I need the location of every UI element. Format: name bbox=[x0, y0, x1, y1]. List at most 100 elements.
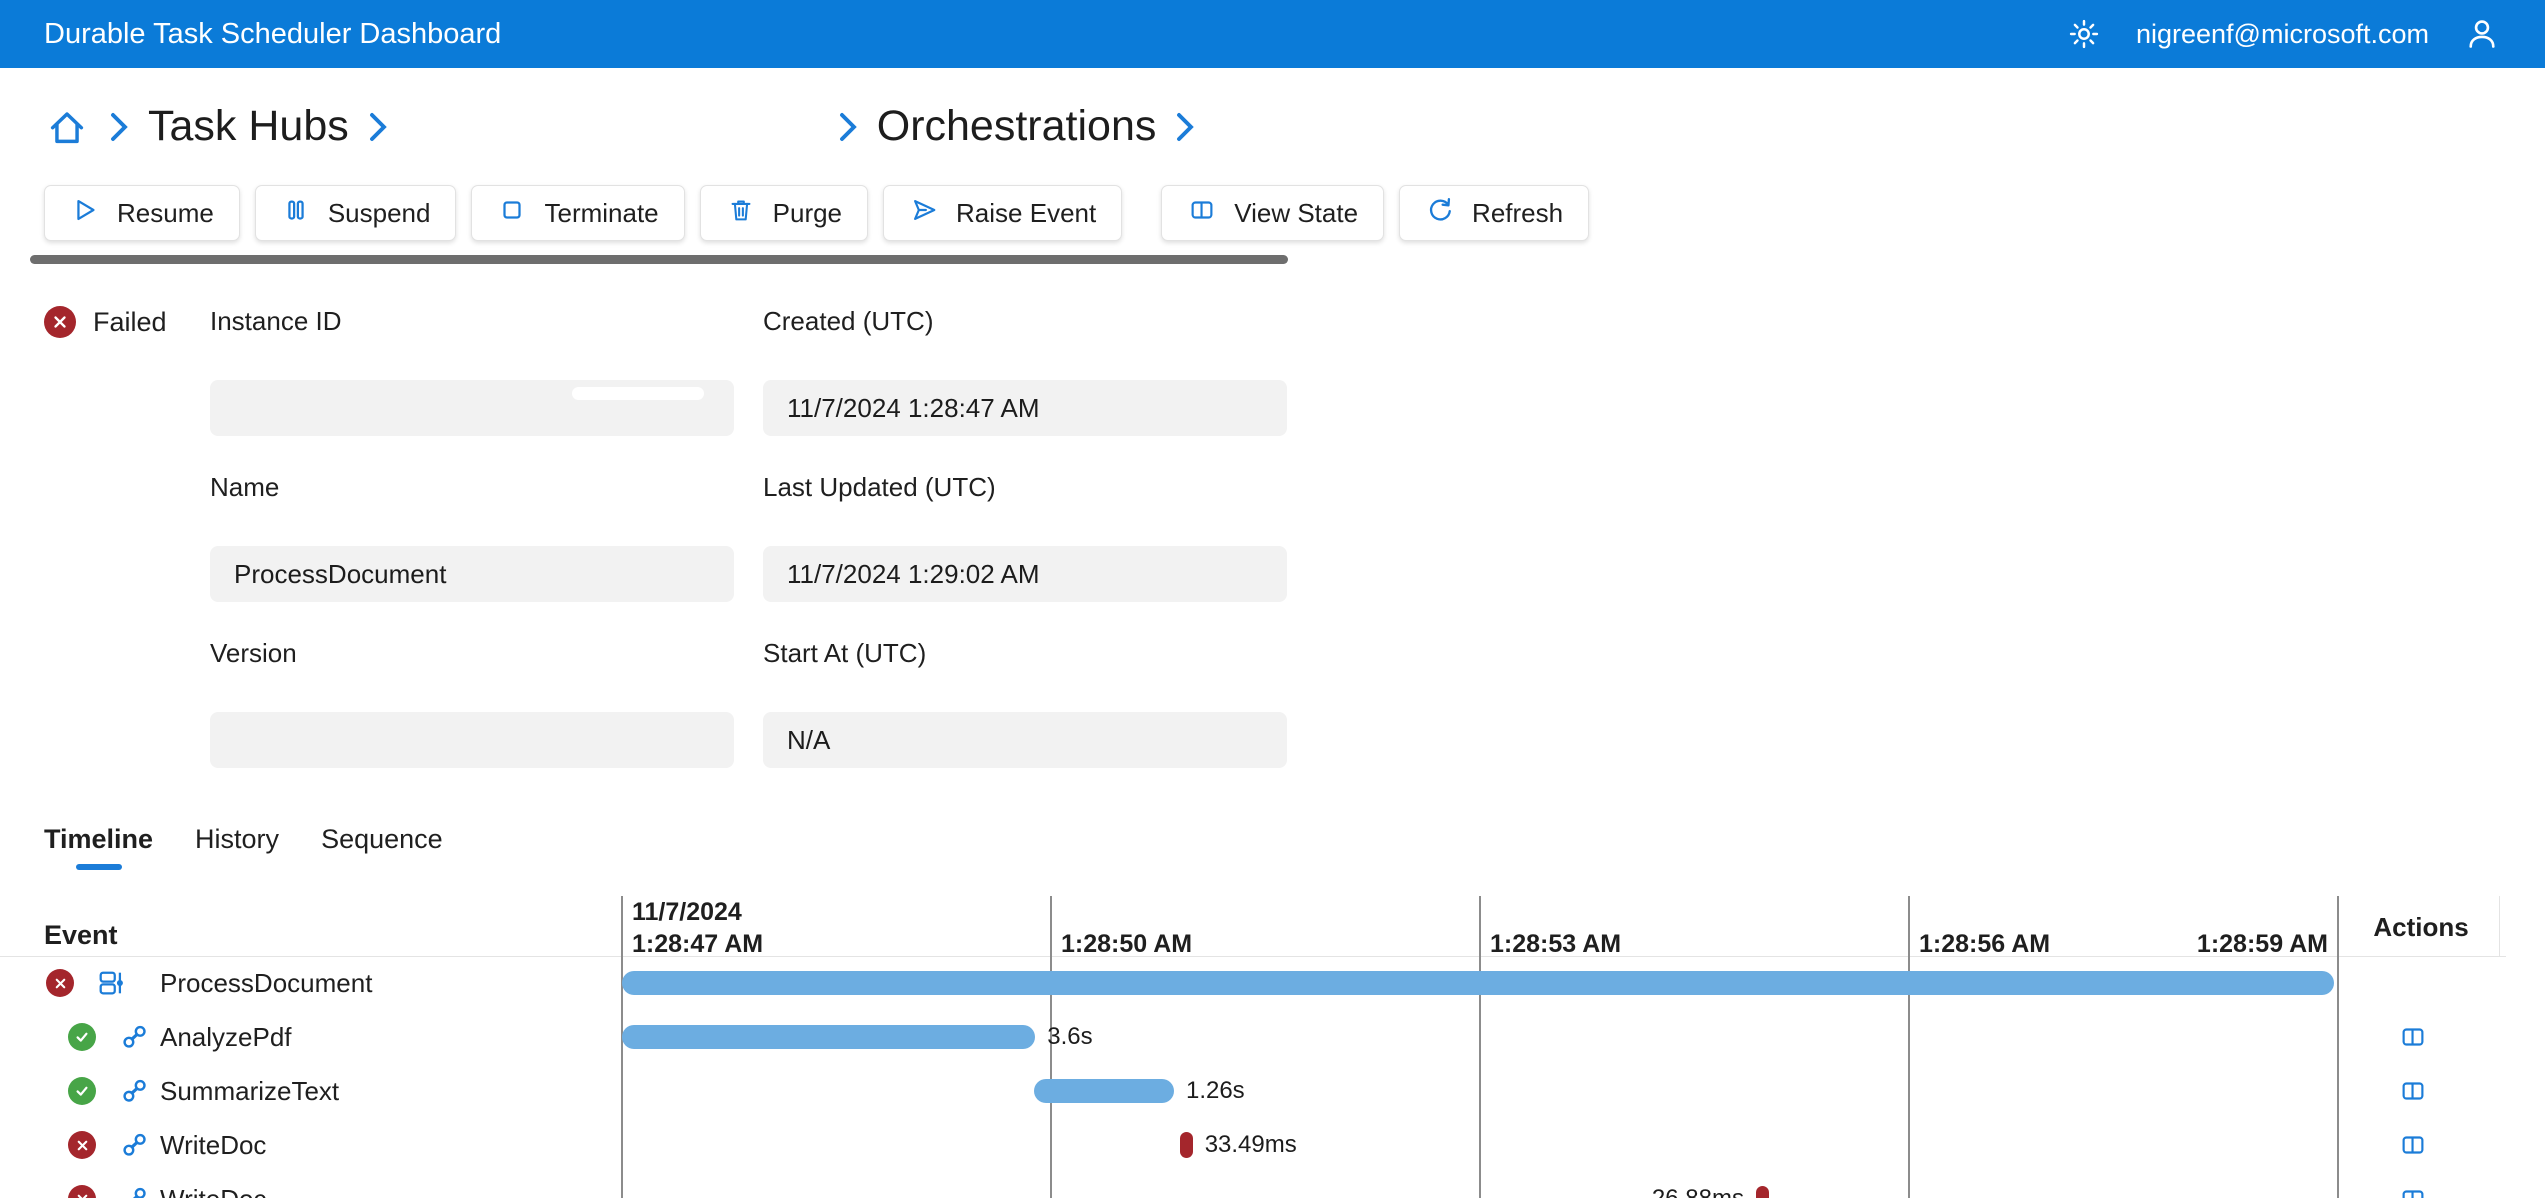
timeline-row: WriteDoc 33.49ms bbox=[0, 1118, 2545, 1172]
tab-sequence[interactable]: Sequence bbox=[321, 824, 443, 854]
timeline-row-label: WriteDoc bbox=[160, 1172, 266, 1198]
terminate-button[interactable]: Terminate bbox=[471, 185, 685, 241]
timeline-area: Event Actions 11/7/2024 1:28:47 AM 1:28:5… bbox=[0, 896, 2545, 1198]
timeline-tick-label: 1:28:59 AM bbox=[2196, 930, 2328, 958]
redaction-blob bbox=[572, 387, 704, 400]
duration-bar[interactable] bbox=[622, 1025, 1036, 1049]
breadcrumb: Task Hubs Orchestrations bbox=[44, 102, 2545, 151]
tab-history[interactable]: History bbox=[195, 824, 280, 854]
raise-event-button[interactable]: Raise Event bbox=[883, 185, 1123, 241]
duration-label: 1.26s bbox=[1185, 1077, 1245, 1104]
actions-column-border bbox=[2499, 896, 2500, 956]
orchestration-toolbar: Resume Suspend Terminate Purge Raise Eve… bbox=[44, 185, 2545, 241]
field-label: Name bbox=[210, 472, 280, 502]
duration-bar[interactable] bbox=[1755, 1186, 1769, 1198]
event-column-header: Event bbox=[44, 920, 118, 950]
timeline-header-divider bbox=[0, 956, 2506, 957]
failed-icon bbox=[46, 969, 74, 997]
refresh-button[interactable]: Refresh bbox=[1399, 185, 1590, 241]
suspend-button[interactable]: Suspend bbox=[254, 185, 457, 241]
timeline-tick-label: 1:28:50 AM bbox=[1061, 930, 1193, 958]
field-label: Version bbox=[210, 638, 297, 668]
breadcrumb-orchestrations[interactable]: Orchestrations bbox=[876, 102, 1157, 150]
user-account-icon[interactable] bbox=[2463, 15, 2501, 53]
settings-gear-icon[interactable] bbox=[2066, 16, 2102, 52]
orchestration-icon bbox=[96, 971, 126, 1002]
stop-icon bbox=[497, 195, 527, 232]
row-view-state-icon[interactable] bbox=[2398, 1022, 2428, 1057]
field-label: Instance ID bbox=[210, 306, 342, 336]
actions-column-header: Actions bbox=[2373, 912, 2469, 942]
duration-bar[interactable] bbox=[1033, 1079, 1174, 1103]
send-icon bbox=[909, 195, 939, 232]
chevron-right-icon bbox=[1172, 109, 1198, 145]
last-updated-utc-value: 11/7/2024 1:29:02 AM bbox=[763, 546, 1287, 602]
row-view-state-icon[interactable] bbox=[2398, 1130, 2428, 1165]
toolbar-divider bbox=[30, 255, 1288, 264]
detail-tabs: Timeline History Sequence bbox=[44, 824, 2545, 870]
timeline-gridline bbox=[2337, 896, 2339, 1198]
purge-button[interactable]: Purge bbox=[699, 185, 869, 241]
timeline-gridline bbox=[1908, 896, 1910, 1198]
failed-icon bbox=[68, 1185, 96, 1198]
row-view-state-icon[interactable] bbox=[2398, 1076, 2428, 1111]
view-state-button[interactable]: View State bbox=[1161, 185, 1385, 241]
active-tab-underline bbox=[75, 864, 122, 870]
timeline-tick-label: 1:28:53 AM bbox=[1490, 930, 1622, 958]
start-at-utc-value: N/A bbox=[763, 712, 1287, 768]
home-icon[interactable] bbox=[44, 104, 90, 150]
timeline-gridline bbox=[621, 896, 623, 1198]
duration-label: 26.88ms bbox=[1652, 1172, 1744, 1198]
timeline-date-label: 11/7/2024 bbox=[632, 898, 742, 926]
timeline-row: WriteDoc 26.88ms bbox=[0, 1172, 2545, 1198]
status-badge: Failed bbox=[93, 306, 167, 337]
field-label: Created (UTC) bbox=[763, 306, 934, 336]
timeline-row-label: WriteDoc bbox=[160, 1130, 267, 1160]
field-label: Start At (UTC) bbox=[763, 638, 927, 668]
pause-icon bbox=[281, 195, 311, 232]
resume-button[interactable]: Resume bbox=[44, 185, 240, 241]
activity-icon bbox=[120, 1133, 150, 1164]
timeline-gridline bbox=[1479, 896, 1481, 1198]
failed-icon bbox=[68, 1131, 96, 1159]
trash-icon bbox=[726, 195, 756, 232]
activity-icon bbox=[120, 1079, 150, 1110]
succeeded-icon bbox=[68, 1023, 96, 1051]
duration-bar[interactable] bbox=[1179, 1132, 1193, 1158]
timeline-gridline bbox=[1050, 896, 1052, 1198]
chevron-right-icon bbox=[835, 109, 861, 145]
details-fields: Instance ID Created (UTC) 11/7/2024 1:28… bbox=[210, 306, 1287, 768]
chevron-right-icon bbox=[106, 109, 132, 145]
duration-label: 33.49ms bbox=[1204, 1131, 1297, 1158]
activity-icon bbox=[120, 1025, 150, 1056]
name-value: ProcessDocument bbox=[210, 546, 734, 602]
timeline-tick-label: 1:28:56 AM bbox=[1919, 930, 2051, 958]
version-value bbox=[210, 712, 734, 768]
breadcrumb-task-hubs[interactable]: Task Hubs bbox=[148, 102, 349, 150]
instance-id-value bbox=[210, 380, 734, 436]
app-title: Durable Task Scheduler Dashboard bbox=[44, 17, 502, 50]
top-bar: Durable Task Scheduler Dashboard nigreen… bbox=[0, 0, 2545, 68]
split-view-icon bbox=[1187, 195, 1217, 232]
timeline-tick-label: 1:28:47 AM bbox=[632, 930, 764, 958]
tab-timeline[interactable]: Timeline bbox=[44, 824, 153, 870]
created-utc-value: 11/7/2024 1:28:47 AM bbox=[763, 380, 1287, 436]
failed-status-icon bbox=[44, 306, 76, 338]
user-email: nigreenf@microsoft.com bbox=[2135, 18, 2429, 49]
orchestration-details: Failed Instance ID Created (UTC) 11/7/20… bbox=[44, 306, 2545, 768]
timeline-row-label: AnalyzePdf bbox=[160, 1022, 292, 1052]
field-label: Last Updated (UTC) bbox=[763, 472, 996, 502]
refresh-icon bbox=[1425, 195, 1455, 232]
timeline-row: SummarizeText 1.26s bbox=[0, 1064, 2545, 1118]
row-view-state-icon[interactable] bbox=[2398, 1184, 2428, 1198]
timeline-row-label: ProcessDocument bbox=[160, 968, 373, 998]
timeline-row: ProcessDocument bbox=[0, 956, 2545, 1010]
succeeded-icon bbox=[68, 1077, 96, 1105]
duration-label: 3.6s bbox=[1047, 1023, 1093, 1050]
chevron-right-icon bbox=[365, 109, 391, 145]
timeline-row: AnalyzePdf 3.6s bbox=[0, 1010, 2545, 1064]
play-icon bbox=[70, 195, 100, 232]
timeline-row-label: SummarizeText bbox=[160, 1076, 340, 1106]
duration-bar[interactable] bbox=[622, 971, 2334, 995]
